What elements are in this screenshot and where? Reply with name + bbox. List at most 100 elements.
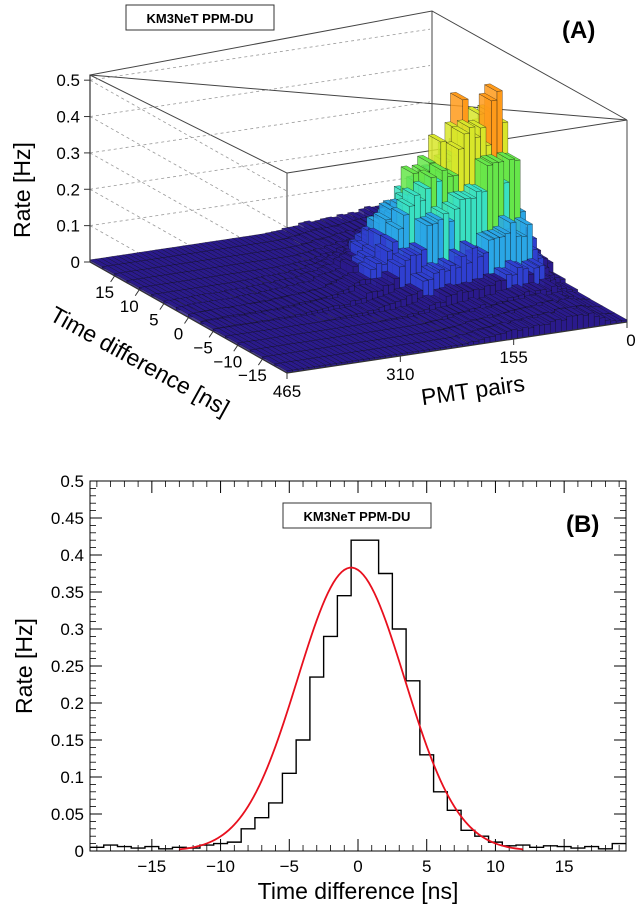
panel-a-bar-top-face xyxy=(266,309,285,318)
panel-a-bar-top-face xyxy=(341,275,361,284)
panel-a-bar-top-face xyxy=(353,285,373,294)
panel-a-bar-top-face xyxy=(445,141,465,150)
panel-a-bar-top-face xyxy=(455,283,475,292)
panel-a-bar-top-face xyxy=(514,217,533,226)
panel-a-bar-top-face xyxy=(467,297,487,306)
panel-a-bar-top-face xyxy=(422,294,442,303)
panel-a-bar-front-face xyxy=(572,315,578,331)
panel-a-bar-top-face xyxy=(392,252,411,261)
panel-a-bar-top-face xyxy=(297,222,317,231)
panel-a-bar-top-face xyxy=(522,283,542,292)
panel-a-bar-top-face xyxy=(542,311,562,320)
panel-a-bar-top-face xyxy=(521,260,540,269)
panel-b-gaussian-fit-curve xyxy=(179,566,524,851)
panel-a-bar-top-face xyxy=(412,314,432,323)
panel-a-bar-top-face xyxy=(390,207,410,216)
panel-a-bar-top-face xyxy=(433,288,453,297)
panel-a-bar-front-face xyxy=(533,324,540,337)
panel-a-bar-front-face xyxy=(555,318,562,333)
panel-a-bar-top-face xyxy=(419,216,439,225)
panel-a-bar-top-face xyxy=(496,303,516,312)
panel-a-bar-top-face xyxy=(405,303,425,312)
panel-a-bar-top-face xyxy=(412,181,432,190)
panel-a-z-tick-label: 0.4 xyxy=(56,108,80,127)
panel-a-x-tick-label: 155 xyxy=(499,348,527,367)
panel-b-y-tick-label: 0 xyxy=(75,842,84,861)
panel-a-bar-top-face xyxy=(493,323,513,332)
panel-a-bar-top-face xyxy=(264,300,284,309)
panel-a-bar-top-face xyxy=(314,288,333,297)
panel-a-bar-front-face xyxy=(561,319,567,333)
panel-a-bar-top-face xyxy=(296,282,316,291)
panel-b-x-tick-label: −10 xyxy=(206,857,235,876)
panel-a-bar-top-face xyxy=(425,212,444,221)
panel-a-y-tick-label: −10 xyxy=(213,352,242,371)
panel-a-x-tick-label: 465 xyxy=(273,382,301,401)
panel-a-bar-top-face xyxy=(385,221,405,230)
panel-a-bar-top-face xyxy=(496,151,516,160)
panel-a-x-tick-label: 0 xyxy=(626,331,635,350)
panel-b-x-tick-label: −15 xyxy=(137,857,166,876)
panel-a-bar-top-face xyxy=(436,319,455,328)
panel-a-bar-top-face xyxy=(444,283,464,292)
panel-a-bar-top-face xyxy=(418,313,437,322)
panel-a-bar-top-face xyxy=(304,302,324,311)
panel-a-bar-top-face xyxy=(293,304,313,313)
panel-a-bar-top-face xyxy=(481,230,501,239)
panel-a-bar-top-face xyxy=(186,303,206,312)
panel-a-bar-top-face xyxy=(319,217,339,227)
panel-a-bar-top-face xyxy=(501,301,521,310)
panel-a-bar-top-face xyxy=(512,298,532,307)
panel-a-grid-line-back xyxy=(89,65,431,117)
panel-a-bar-top-face xyxy=(303,291,322,300)
panel-a-bar-top-face xyxy=(274,287,294,296)
panel-a-bar-top-face xyxy=(499,321,518,331)
panel-a-z-axis-title: Rate [Hz] xyxy=(9,142,35,238)
panel-a-y-tick-mark xyxy=(184,317,189,324)
panel-a-bar-top-face xyxy=(386,259,406,268)
panel-a-bar-front-face xyxy=(522,326,529,338)
panel-a-bar-front-face xyxy=(539,324,545,336)
panel-b-y-tick-label: 0.5 xyxy=(60,472,84,491)
panel-a-x-tick-label: 310 xyxy=(386,365,414,384)
panel-a-bar-top-face xyxy=(330,282,350,291)
panel-a-bar-top-face xyxy=(286,294,306,303)
panel-a-bar-top-face xyxy=(288,235,308,244)
panel-a-bar-top-face xyxy=(490,304,510,313)
panel-a-bar-top-face xyxy=(506,287,525,296)
panel-b-x-axis-title: Time difference [ns] xyxy=(258,878,459,904)
panel-b-y-tick-label: 0.3 xyxy=(60,620,84,639)
panel-b-y-axis-title: Rate [Hz] xyxy=(11,618,37,714)
panel-b-histogram-line xyxy=(90,539,626,850)
panel-a-bar-top-face xyxy=(430,206,450,215)
panel-a-bar-front-face xyxy=(577,314,584,330)
panel-a-bar-top-face xyxy=(434,307,454,316)
panel-a-bar-top-face xyxy=(407,316,426,325)
panel-a-bar-top-face xyxy=(321,297,340,307)
panel-a-bar-top-face xyxy=(399,286,418,295)
panel-b-tag: (B) xyxy=(566,511,599,538)
panel-a-bar-front-face xyxy=(544,323,551,335)
panel-a-bar-top-face xyxy=(460,281,480,290)
panel-a-grid-line-back xyxy=(89,137,431,190)
panel-a-bar-top-face xyxy=(478,296,498,305)
panel-a-bar-top-face xyxy=(558,298,577,307)
panel-a-bar-top-face xyxy=(415,271,435,281)
panel-a-bar-top-face xyxy=(429,162,449,171)
panel-a-bar-top-face xyxy=(553,308,573,317)
panel-a-bar-top-face xyxy=(534,292,554,301)
panel-a-bar-top-face xyxy=(363,255,383,264)
panel-a-bar-top-face xyxy=(268,288,288,297)
panel-a-bar-front-face xyxy=(566,315,573,332)
panel-a-bar-top-face xyxy=(281,296,300,305)
panel-a-bar-top-face xyxy=(427,134,447,143)
panel-a-bar-top-face xyxy=(510,319,529,328)
panel-a-bar-top-face xyxy=(466,332,485,341)
panel-b-x-tick-label: 15 xyxy=(555,857,574,876)
panel-a-bar-top-face xyxy=(440,305,459,315)
panel-b-legend-label: KM3NeT PPM-DU xyxy=(304,509,411,524)
panel-b-y-ticks: 0 0.05 0.1 0.15 0.2 0.25 0.3 0.35 0.4 0.45 0.5 xyxy=(51,472,626,861)
